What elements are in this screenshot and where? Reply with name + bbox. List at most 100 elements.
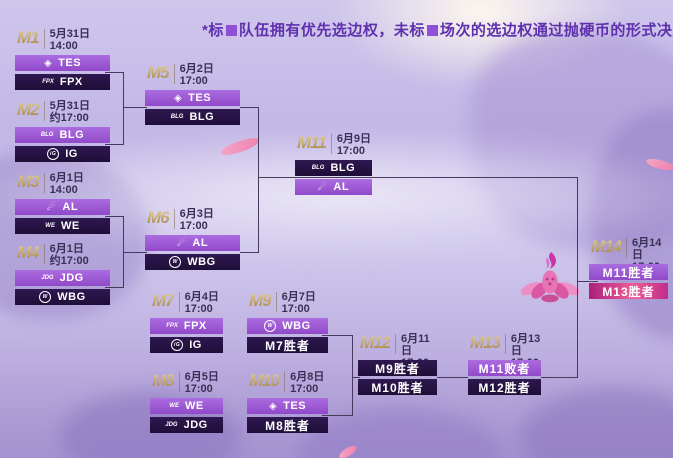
match-label: M14 6月14日17:00: [589, 237, 668, 273]
team-name: BLG: [330, 162, 356, 174]
match-m9: M9 6月7日 17:00 W WBG M7胜者: [247, 291, 328, 353]
team-slot-blg[interactable]: BLG BLG: [145, 109, 240, 125]
team-slot-we[interactable]: WE WE: [150, 398, 223, 414]
team-slot-al[interactable]: ☄ AL: [15, 199, 110, 215]
placeholder-slot-m12-winner[interactable]: M12胜者: [468, 379, 541, 395]
label-divider: [395, 334, 396, 354]
team-slot-tes[interactable]: ◈ TES: [15, 55, 110, 71]
match-id: M7: [152, 291, 175, 310]
placeholder-slot-m11-winner[interactable]: M11胜者: [589, 264, 668, 280]
match-id: M11: [297, 133, 327, 152]
label-divider: [505, 334, 506, 354]
team-name: IG: [189, 339, 202, 351]
match-id: M5: [147, 63, 170, 82]
match-time: 17:00: [184, 303, 213, 315]
match-time: 14:00: [49, 184, 78, 196]
petal-icon: [337, 443, 359, 458]
team-slot-tes[interactable]: ◈ TES: [247, 398, 328, 414]
blg-logo-icon: BLG: [170, 114, 184, 120]
placeholder-slot-m7-winner[interactable]: M7胜者: [247, 337, 328, 353]
match-date: 6月3日: [179, 208, 214, 220]
match-label: M3 6月1日 14:00: [15, 172, 110, 196]
label-divider: [173, 209, 175, 229]
placeholder-slot-m9-winner[interactable]: M9胜者: [358, 360, 437, 376]
team-slot-ig[interactable]: iG IG: [150, 337, 223, 353]
bracket-connector: [577, 177, 578, 378]
match-id: M14: [591, 237, 622, 256]
match-date: 5月31日: [49, 28, 90, 40]
bracket-connector: [123, 72, 124, 145]
match-label: M2 5月31日 约17:00: [15, 100, 110, 124]
placeholder-name: M8胜者: [265, 418, 310, 433]
match-m13: M13 6月13日17:00 M11败者 M12胜者: [468, 333, 541, 395]
placeholder-name: M13胜者: [602, 284, 655, 299]
match-time: 17:00: [179, 220, 208, 232]
team-slot-wbg[interactable]: W WBG: [247, 318, 328, 334]
bracket-connector: [577, 281, 598, 282]
match-m1: M1 5月31日 14:00 ◈ TES FPX FPX: [15, 28, 110, 90]
match-id: M9: [249, 291, 272, 310]
background-mountain: [590, 110, 673, 340]
match-date: 6月8日: [290, 371, 325, 383]
team-slot-tes[interactable]: ◈ TES: [145, 90, 240, 106]
bracket-connector: [240, 107, 259, 108]
match-id: M4: [17, 243, 40, 262]
placeholder-slot-m13-winner[interactable]: M13胜者: [589, 283, 668, 299]
match-label: M8 6月5日 17:00: [150, 371, 223, 395]
match-date: 6月1日: [49, 172, 84, 184]
team-slot-al[interactable]: ☄ AL: [295, 179, 372, 195]
bracket-connector: [541, 377, 577, 378]
match-m12: M12 6月11日17:00 M9胜者 M10胜者: [358, 333, 437, 395]
match-m14-grand-final: M14 6月14日17:00 M11胜者 M13胜者: [589, 237, 668, 299]
placeholder-slot-m8-winner[interactable]: M8胜者: [247, 417, 328, 433]
match-label: M9 6月7日 17:00: [247, 291, 328, 315]
team-name: AL: [333, 181, 350, 193]
label-divider: [43, 29, 45, 49]
al-logo-icon: ☄: [46, 201, 57, 213]
team-name: JDG: [183, 419, 208, 431]
team-slot-wbg[interactable]: W WBG: [15, 289, 110, 305]
team-slot-wbg[interactable]: W WBG: [145, 254, 240, 270]
team-slot-jdg[interactable]: JDG JDG: [15, 270, 110, 286]
jdg-logo-icon: JDG: [41, 275, 54, 281]
team-name: FPX: [183, 320, 207, 332]
match-m10: M10 6月8日 17:00 ◈ TES M8胜者: [247, 371, 328, 433]
match-date: 6月14日: [631, 237, 662, 261]
team-slot-fpx[interactable]: FPX FPX: [15, 74, 110, 90]
match-date: 6月7日: [281, 291, 316, 303]
we-logo-icon: WE: [169, 403, 179, 409]
placeholder-slot-m10-winner[interactable]: M10胜者: [358, 379, 437, 395]
side-selection-note: *标 队伍拥有优先选边权，未标 场次的选边权通过抛硬币的形式决定: [202, 19, 673, 40]
ig-logo-icon: iG: [171, 339, 184, 351]
team-name: FPX: [59, 76, 83, 88]
fpx-logo-icon: FPX: [166, 323, 178, 329]
wbg-logo-icon: W: [264, 320, 277, 332]
team-name: BLG: [189, 111, 215, 123]
we-logo-icon: WE: [45, 223, 55, 229]
team-slot-we[interactable]: WE WE: [15, 218, 110, 234]
placeholder-slot-m11-loser[interactable]: M11败者: [468, 360, 541, 376]
team-name: BLG: [59, 129, 85, 141]
petal-icon: [645, 155, 673, 174]
placeholder-name: M9胜者: [375, 361, 420, 376]
label-divider: [275, 292, 277, 312]
placeholder-name: M7胜者: [265, 338, 310, 353]
bracket-connector: [352, 335, 353, 416]
team-slot-blg[interactable]: BLG BLG: [295, 160, 372, 176]
match-m2: M2 5月31日 约17:00 BLG BLG iG IG: [15, 100, 110, 162]
team-slot-jdg[interactable]: JDG JDG: [150, 417, 223, 433]
match-label: M7 6月4日 17:00: [150, 291, 223, 315]
tes-logo-icon: ◈: [268, 400, 278, 412]
match-id: M6: [147, 208, 170, 227]
match-id: M13: [470, 333, 501, 352]
team-slot-ig[interactable]: iG IG: [15, 146, 110, 162]
team-slot-fpx[interactable]: FPX FPX: [150, 318, 223, 334]
team-slot-al[interactable]: ☄ AL: [145, 235, 240, 251]
wbg-logo-icon: W: [169, 256, 182, 268]
label-divider: [43, 101, 45, 121]
match-id: M1: [17, 28, 40, 47]
team-slot-blg[interactable]: BLG BLG: [15, 127, 110, 143]
placeholder-name: M11胜者: [602, 265, 655, 280]
match-date: 5月31日: [49, 100, 90, 112]
